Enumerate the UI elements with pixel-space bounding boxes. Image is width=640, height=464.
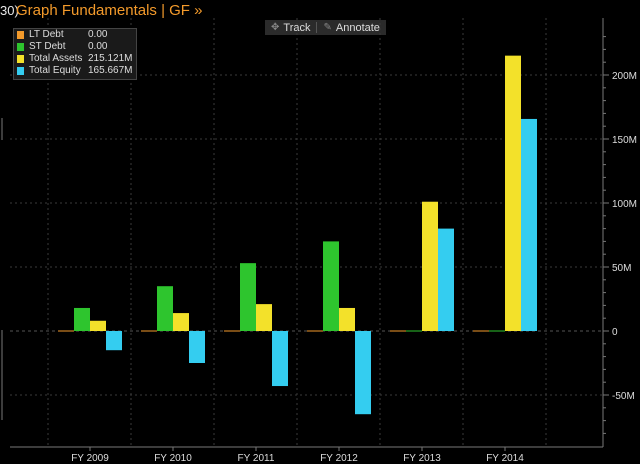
legend-label: Total Equity	[29, 65, 81, 76]
legend-label: LT Debt	[29, 29, 64, 40]
bar-total-assets-fy-2014	[505, 55, 521, 332]
legend-value: 165.667M	[88, 65, 133, 76]
title-bar: 30) Graph Fundamentals | GF »	[0, 0, 640, 20]
bar-total-assets-fy-2011	[256, 304, 272, 331]
bar-st-debt-fy-2010	[157, 286, 173, 331]
x-tick-label: FY 2012	[320, 453, 358, 464]
bar-st-debt-fy-2011	[240, 263, 256, 331]
x-tick-label: FY 2011	[238, 453, 275, 464]
bar-st-debt-fy-2012	[323, 241, 339, 331]
y-tick-labels: -50M 0 50M 100M 150M 200M	[612, 71, 637, 402]
bar-total-assets-fy-2009	[90, 320, 106, 331]
y-tick-label: -50M	[612, 391, 635, 402]
bar-total-assets-fy-2010	[173, 313, 189, 331]
legend-swatch	[17, 67, 24, 75]
track-button[interactable]: ✥ Track	[265, 22, 316, 34]
axes	[1, 18, 609, 451]
legend-value: 215.121M	[88, 53, 133, 64]
bar-lt-debt-fy-2014	[473, 330, 489, 332]
bar-total-assets-fy-2013	[422, 201, 438, 331]
y-tick-label: 50M	[612, 263, 631, 274]
bar-total-equity-fy-2010	[189, 331, 205, 363]
bars	[58, 55, 537, 415]
legend-item-lt-debt: LT Debt 0.00	[14, 29, 136, 41]
track-label: Track	[283, 21, 311, 34]
toolbar-divider	[316, 22, 318, 33]
chart-toolbar: ✥ Track ✎ Annotate	[265, 20, 386, 35]
x-tick-label: FY 2010	[154, 453, 192, 464]
x-tick-label: FY 2009	[71, 453, 109, 464]
bar-lt-debt-fy-2010	[141, 330, 157, 332]
x-tick-labels: FY 2009 FY 2010 FY 2011 FY 2012 FY 2013 FY 20…	[71, 453, 524, 464]
bar-lt-debt-fy-2013	[390, 330, 406, 332]
legend-swatch	[17, 43, 24, 51]
bar-st-debt-fy-2013	[406, 330, 422, 332]
bar-total-equity-fy-2013	[438, 228, 454, 331]
bar-total-equity-fy-2009	[106, 331, 122, 351]
bar-st-debt-fy-2014	[489, 330, 505, 332]
x-tick-label: FY 2013	[403, 453, 441, 464]
legend-value: 0.00	[88, 41, 108, 52]
y-tick-label: 100M	[612, 199, 637, 210]
bar-total-equity-fy-2014	[521, 118, 537, 331]
bar-st-debt-fy-2009	[74, 307, 90, 331]
annotate-button[interactable]: ✎ Annotate	[317, 22, 385, 34]
grid-lines	[10, 18, 603, 447]
legend-item-total-assets: Total Assets 215.121M	[14, 53, 136, 65]
legend-swatch	[17, 31, 24, 39]
y-tick-label: 0	[612, 327, 618, 338]
page-title[interactable]: Graph Fundamentals | GF »	[16, 2, 203, 19]
legend-item-total-equity: Total Equity 165.667M	[14, 65, 136, 77]
legend: LT Debt 0.00 ST Debt 0.00 Total Assets 2…	[13, 28, 137, 80]
y-tick-label: 200M	[612, 71, 637, 82]
legend-item-st-debt: ST Debt 0.00	[14, 41, 136, 53]
bar-total-equity-fy-2011	[272, 331, 288, 387]
bar-lt-debt-fy-2011	[224, 330, 240, 332]
bar-lt-debt-fy-2012	[307, 330, 323, 332]
legend-label: Total Assets	[29, 53, 83, 64]
y-tick-label: 150M	[612, 135, 637, 146]
bar-total-equity-fy-2012	[355, 331, 371, 415]
function-number: 30)	[0, 3, 19, 18]
bar-lt-debt-fy-2009	[58, 330, 74, 332]
legend-swatch	[17, 55, 24, 63]
crosshair-icon: ✥	[271, 22, 280, 33]
legend-value: 0.00	[88, 29, 108, 40]
pencil-icon: ✎	[323, 22, 332, 33]
x-tick-label: FY 2014	[486, 453, 524, 464]
legend-label: ST Debt	[29, 41, 66, 52]
annotate-label: Annotate	[335, 21, 380, 34]
bar-total-assets-fy-2012	[339, 307, 355, 331]
